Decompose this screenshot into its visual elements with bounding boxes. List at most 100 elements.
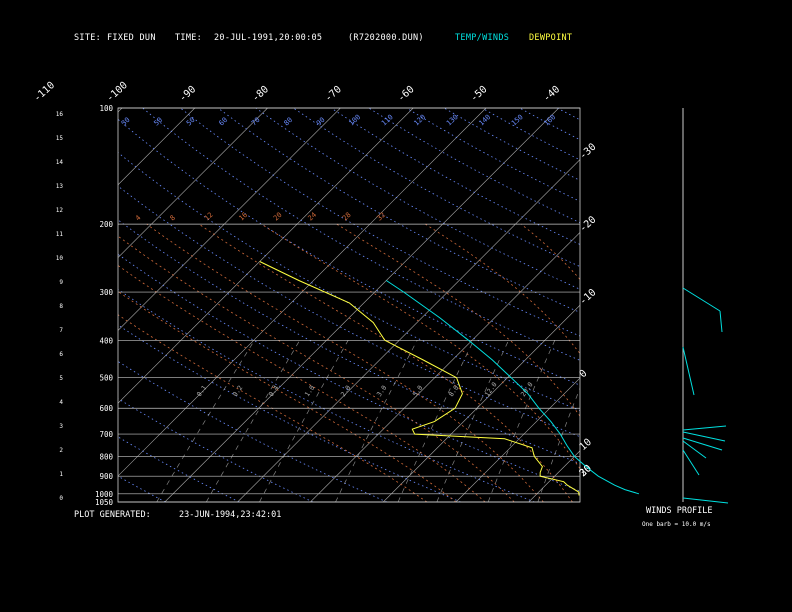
height-km-label: 5 [59,375,63,382]
isotherm-line [747,108,792,502]
mixing-ratio-label: 3.0 [375,384,388,398]
moist-adiabat-line [118,290,457,502]
barb-note: One barb = 10.0 m/s [642,521,711,528]
dry-adiabat-line [118,118,580,386]
temperature-profile [386,280,640,495]
moist-adiabat-line [261,223,580,470]
height-km-label: 8 [59,303,63,310]
mixing-ratio-label: 12.0 [483,381,499,398]
mixing-ratio-label: 1.0 [303,384,316,398]
wind-barb [682,287,721,312]
dry-adiabat-line [118,324,461,502]
isotherm-line [237,159,580,502]
isotherm-line [118,108,487,477]
isotherm-line [455,377,580,502]
pressure-label: 300 [99,288,113,297]
mixing-ratio-line [487,340,556,502]
dry-adiabat-line [118,436,240,502]
dry-adiabat-line [118,152,580,412]
height-km-label: 10 [56,255,64,262]
wind-barb [719,310,723,333]
dry-adiabats [118,108,792,502]
isotherm-line [118,108,268,259]
mixing-ratio-label: 20.0 [519,381,535,398]
moist-adiabat-label: 4 [134,214,142,223]
height-km-label: 11 [56,231,64,238]
pressure-label: 900 [99,472,113,481]
isotherm-line [118,108,341,331]
wind-barb [682,497,729,504]
isotherm-label: -20 [578,214,599,234]
file-name: (R7202000.DUN) [348,33,424,43]
mixing-ratio-lines [156,340,580,502]
dry-adiabat-label: 60 [217,116,229,128]
isotherm-label: -40 [541,84,562,104]
isotherm-label: -70 [323,84,344,104]
dry-adiabat-label: 120 [412,113,427,127]
height-km-label: 1 [59,471,63,478]
wind-barb [682,431,726,442]
wind-barb [682,425,727,431]
time-value: 20-JUL-1991,20:00:05 [214,33,323,43]
dry-adiabat-line [180,108,580,337]
dry-adiabat-label: 150 [510,113,525,127]
pressure-label: 500 [99,374,113,383]
pressure-label: 400 [99,336,113,345]
isotherm-line [164,108,560,502]
wind-barb [682,449,700,476]
moist-adiabat-label: 20 [272,211,284,223]
dry-adiabat-label: 50 [152,116,164,128]
moist-adiabat-line [336,223,580,417]
height-km-label: 4 [59,399,63,406]
wind-barb [682,437,723,451]
dry-adiabat-label: 90 [315,116,327,128]
isotherm-line [674,108,792,502]
mixing-ratio-label: 2.0 [339,384,352,398]
dry-adiabat-label: 160 [542,113,557,127]
moist-adiabat-line [198,223,573,502]
moist-adiabat-line [609,224,718,502]
mixing-ratio-label: 0.1 [195,384,208,398]
isotherm-label: -90 [177,84,198,104]
mixing-ratio-line [436,340,510,502]
dry-adiabat-label: 110 [380,113,395,127]
plot-generated-label: PLOT GENERATED: [74,510,151,520]
moist-adiabat-label: 28 [341,211,353,223]
mixing-ratio-label: 8.0 [447,384,460,398]
pressure-label: 100 [99,104,113,113]
pressure-label: 600 [99,404,113,413]
dry-adiabat-line [142,108,580,361]
height-km-label: 12 [56,207,64,214]
pressure-label: 700 [99,430,113,439]
dry-adiabat-label: 140 [477,113,492,127]
mixing-ratio-line [205,340,301,502]
dry-adiabat-label: 50 [185,116,197,128]
plot-generated-value: 23-JUN-1994,23:42:01 [179,510,282,520]
moist-adiabat-line [682,224,748,502]
time-label: TIME: [175,33,203,43]
mixing-ratio-line [259,340,349,502]
dry-adiabat-line [633,108,792,502]
dry-adiabat-line [217,108,580,313]
isotherm-label: -110 [32,80,57,104]
moist-adiabat-line [118,235,515,502]
moist-adiabats [118,223,748,502]
height-km-label: 7 [59,327,63,334]
site-label: SITE: [74,33,102,43]
site-value: FIXED DUN [107,33,156,43]
isotherm-label: -80 [250,84,271,104]
moist-adiabat-label: 24 [306,211,318,223]
dry-adiabat-label: 100 [347,113,362,127]
height-km-label: 9 [59,279,63,286]
mixing-ratio-label: 5.0 [411,384,424,398]
moist-adiabat-label: 12 [203,211,215,223]
dry-adiabat-line [118,185,580,438]
moist-adiabat-line [118,264,486,502]
isotherm-label: -60 [396,84,417,104]
dry-adiabat-line [293,108,580,268]
isotherms [118,108,792,502]
isotherm-label: -100 [105,80,130,104]
moist-adiabat-line [118,314,428,502]
wind-barb [682,440,707,459]
